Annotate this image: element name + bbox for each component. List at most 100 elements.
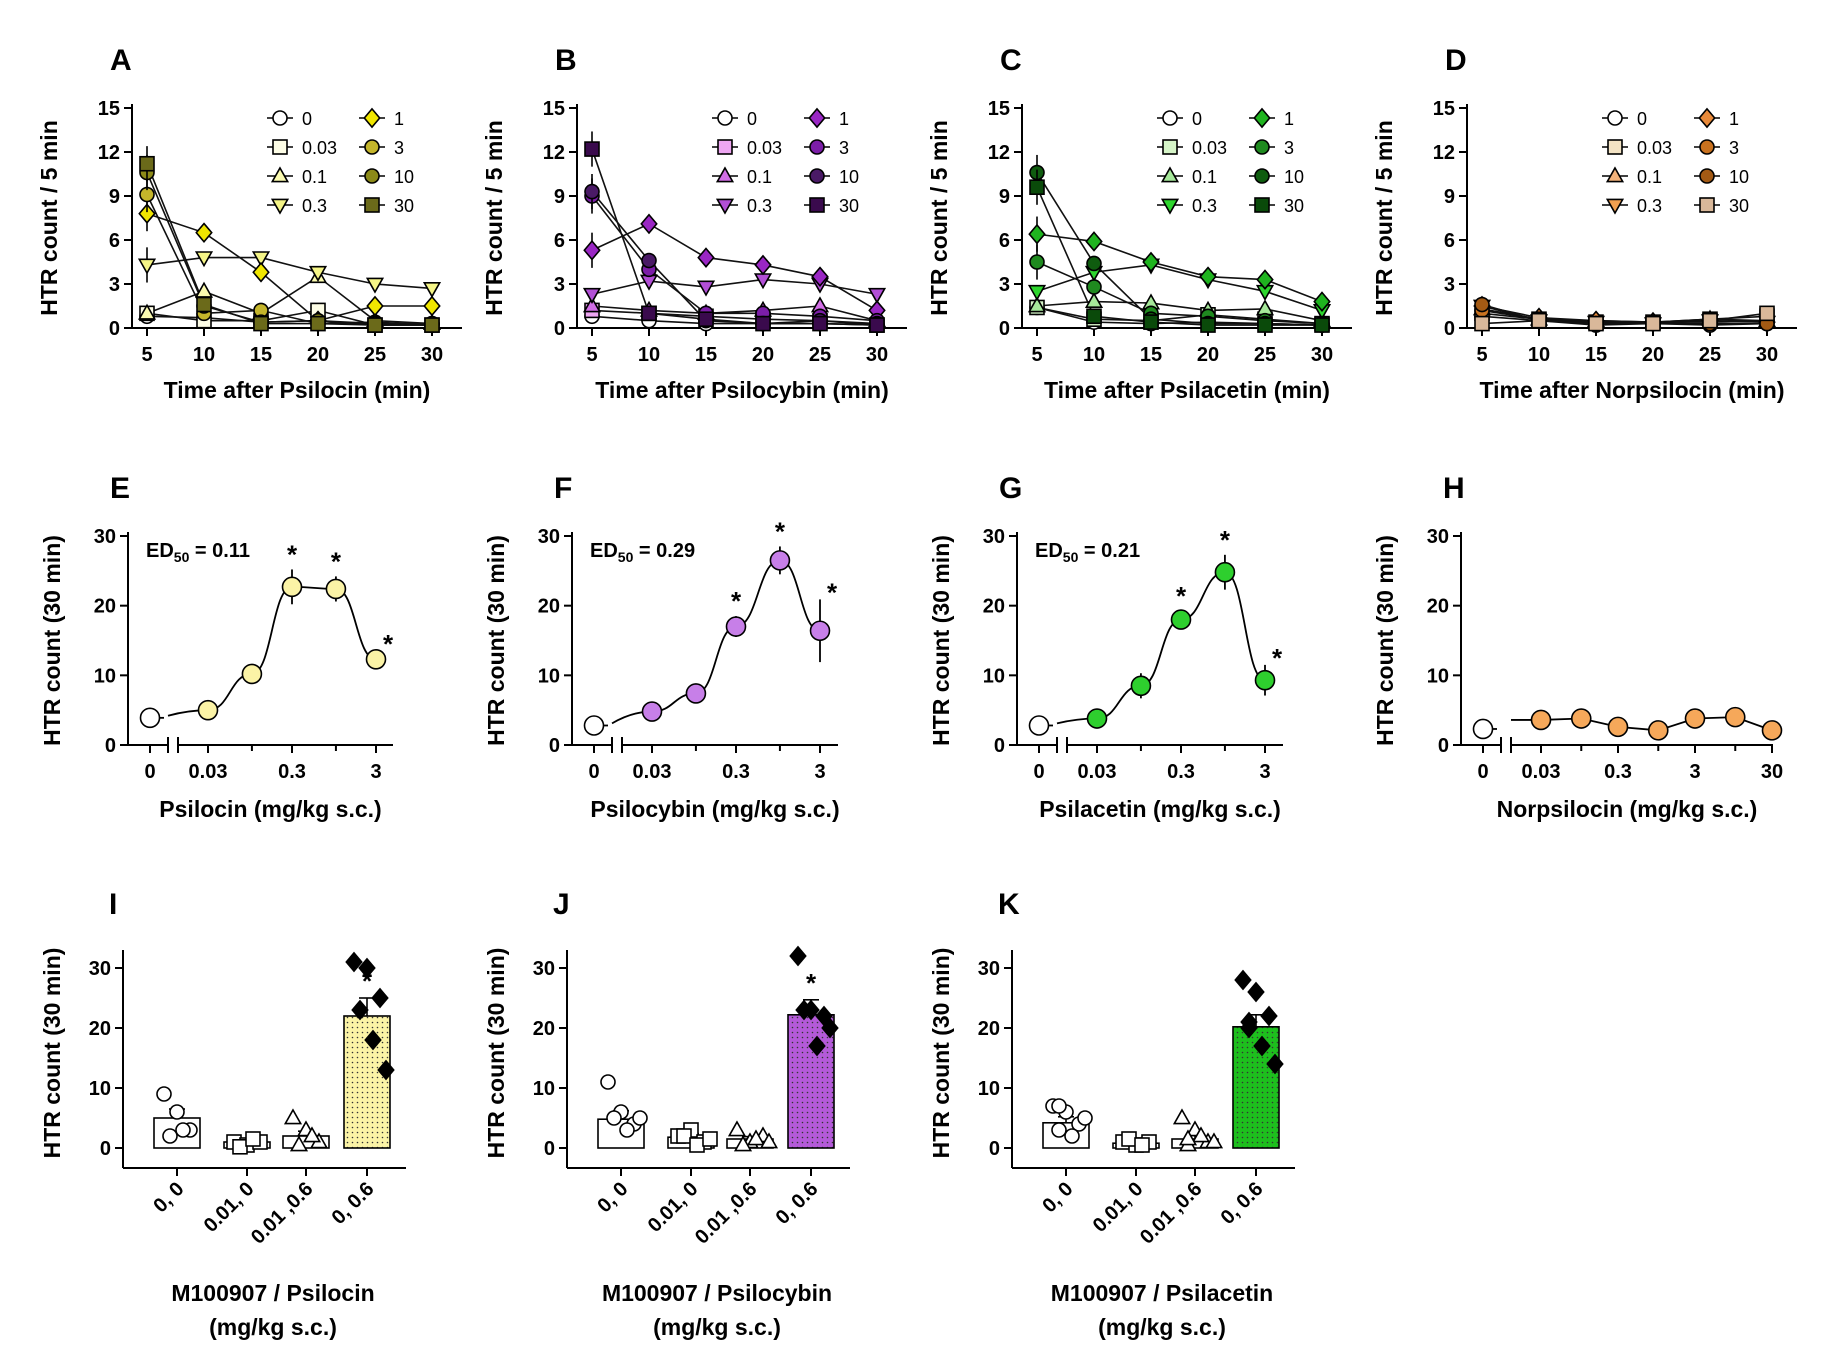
individual-point — [1134, 1137, 1150, 1153]
legend-marker — [1605, 166, 1625, 183]
y-tick-label: 30 — [978, 958, 1000, 980]
data-point — [196, 296, 212, 313]
individual-point — [1051, 1122, 1067, 1138]
legend-label: 0 — [1637, 109, 1647, 129]
x-tick-label: 15 — [695, 344, 717, 366]
individual-point — [1260, 1005, 1278, 1027]
x-tick-label: 0.3 — [722, 761, 750, 783]
data-point — [641, 252, 657, 269]
legend-marker — [1698, 107, 1716, 129]
legend-marker — [1253, 107, 1271, 129]
legend-label: 0.03 — [747, 138, 782, 158]
y-axis-title: HTR count (30 min) — [928, 535, 954, 746]
data-point — [769, 550, 791, 571]
data-point — [1588, 315, 1604, 332]
y-tick-label: 20 — [533, 1018, 555, 1040]
x-axis-title: M100907 / Psilocybin — [602, 1280, 832, 1306]
x-tick-label: 5 — [1476, 344, 1487, 366]
data-point — [241, 663, 263, 685]
data-point — [423, 295, 441, 317]
y-axis-title: HTR count (30 min) — [39, 535, 65, 746]
data-point — [641, 305, 657, 322]
legend-marker — [364, 197, 380, 213]
x-tick-label: 10 — [1528, 344, 1550, 366]
series-line — [1036, 300, 1323, 322]
data-point — [1472, 718, 1494, 740]
legend-marker — [809, 168, 825, 184]
individual-point — [746, 1129, 766, 1146]
legend-label: 0.03 — [1637, 138, 1672, 158]
data-point — [582, 287, 602, 304]
data-point — [725, 616, 747, 637]
individual-point — [1121, 1131, 1137, 1147]
significance-star: * — [775, 516, 786, 546]
y-tick-label: 3 — [999, 274, 1010, 296]
individual-point — [1247, 981, 1265, 1003]
data-point — [1028, 715, 1050, 736]
y-tick-label: 15 — [988, 98, 1010, 120]
legend-marker — [270, 166, 290, 183]
data-point — [325, 578, 347, 600]
data-point — [251, 251, 271, 268]
series-line — [591, 222, 878, 312]
y-tick-label: 15 — [1433, 98, 1455, 120]
bar — [787, 1013, 835, 1149]
individual-point — [1077, 1110, 1093, 1126]
data-point — [1029, 179, 1045, 195]
y-tick-label: 10 — [533, 1078, 555, 1100]
x-axis-title: Psilocybin (mg/kg s.c.) — [590, 796, 839, 822]
data-point — [1254, 669, 1276, 691]
panel-letter: G — [999, 472, 1022, 505]
data-point — [696, 280, 716, 297]
legend-marker — [717, 110, 733, 126]
y-tick-label: 9 — [999, 186, 1010, 208]
individual-point — [289, 1135, 309, 1152]
individual-point — [789, 945, 807, 967]
y-axis-title: HTR count (30 min) — [1372, 535, 1398, 746]
individual-point — [821, 1017, 839, 1039]
data-point — [698, 311, 714, 328]
y-tick-label: 9 — [1444, 186, 1455, 208]
data-point — [1029, 254, 1045, 270]
x-tick-label: 0.03 — [1078, 761, 1117, 783]
individual-point — [759, 1132, 779, 1149]
legend-label: 10 — [1284, 167, 1304, 187]
data-point — [1027, 284, 1047, 302]
x-tick-label: 10 — [638, 344, 660, 366]
data-point — [1645, 315, 1661, 332]
data-point — [138, 203, 156, 224]
legend-label: 0.3 — [1637, 196, 1662, 216]
x-tick-label: 20 — [752, 344, 774, 366]
data-point — [1086, 708, 1108, 729]
y-tick-label: 10 — [978, 1078, 1000, 1100]
x-tick-label: 30 — [421, 344, 443, 366]
data-point — [139, 707, 161, 729]
significance-star: * — [1272, 643, 1283, 673]
individual-point — [245, 1131, 261, 1147]
individual-point — [795, 999, 813, 1021]
series-line — [146, 163, 432, 326]
y-tick-label: 3 — [109, 274, 120, 296]
individual-point — [676, 1128, 692, 1144]
ed50-part: ED — [1035, 540, 1063, 562]
panel-letter: E — [110, 472, 130, 505]
data-point — [1086, 255, 1102, 272]
y-tick-label: 20 — [94, 596, 116, 618]
data-point — [253, 315, 269, 332]
y-tick-label: 30 — [533, 958, 555, 980]
individual-point — [377, 1059, 395, 1081]
x-axis-title: Time after Norpsilocin (min) — [1479, 377, 1784, 403]
legend-label: 3 — [394, 138, 404, 158]
y-axis-title: HTR count (30 min) — [39, 948, 65, 1159]
individual-point — [1234, 969, 1252, 991]
x-axis-title-units: (mg/kg s.c.) — [209, 1314, 337, 1340]
significance-star: * — [383, 629, 394, 659]
y-tick-label: 30 — [1427, 526, 1449, 548]
individual-point — [371, 987, 389, 1009]
data-point — [755, 315, 771, 332]
y-tick-label: 6 — [999, 230, 1010, 252]
data-point — [1085, 231, 1103, 252]
legend-marker — [1607, 110, 1623, 126]
x-axis-title-units: (mg/kg s.c.) — [653, 1314, 781, 1340]
data-point — [1761, 720, 1783, 741]
